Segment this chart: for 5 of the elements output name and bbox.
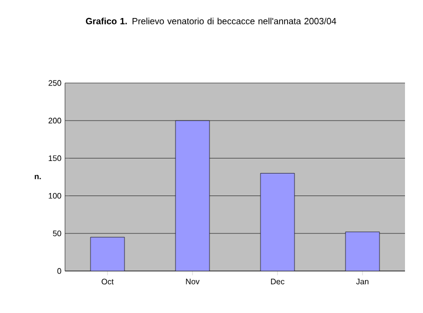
bar	[260, 173, 295, 271]
chart-title: Grafico 1. Prelievo venatorio di beccacce nell'annata 2003/04	[86, 18, 336, 24]
bar	[175, 120, 210, 271]
bar	[345, 232, 380, 271]
bar	[90, 236, 125, 271]
